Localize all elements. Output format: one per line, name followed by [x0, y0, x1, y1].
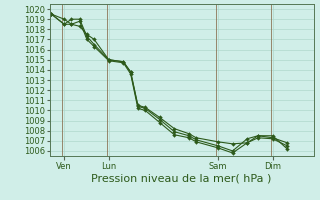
X-axis label: Pression niveau de la mer( hPa ): Pression niveau de la mer( hPa ): [92, 173, 272, 183]
